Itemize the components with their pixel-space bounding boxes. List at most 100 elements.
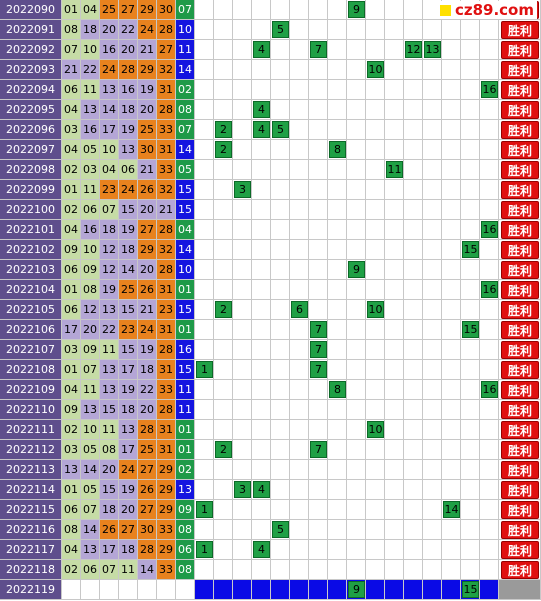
trend-cell [290,340,309,360]
red-ball: 24 [100,60,119,80]
trend-cell [347,40,366,60]
result-label: 胜利 [501,61,539,79]
trend-cell [328,60,347,80]
red-ball: 06 [62,500,81,520]
red-ball: 14 [81,460,100,480]
trend-cell [423,200,442,220]
trend-cell [271,260,290,280]
trend-cell [233,340,252,360]
trend-cell [480,460,499,480]
period: 2022102 [0,240,62,260]
trend-cell [328,400,347,420]
result-label: 胜利 [501,321,539,339]
red-ball: 03 [62,440,81,460]
result-label: 胜利 [501,481,539,499]
trend-cell [461,220,480,240]
trend-cell [442,480,461,500]
trend-cell [214,400,233,420]
trend-cell [442,100,461,120]
trend-cell [366,500,385,520]
blue-ball: 11 [176,380,195,400]
trend-cell [233,500,252,520]
trend-cell [366,180,385,200]
red-ball: 05 [81,480,100,500]
red-ball: 20 [138,400,157,420]
trend-cell [233,80,252,100]
trend-cell [480,520,499,540]
red-ball: 19 [138,340,157,360]
trend-cell [290,420,309,440]
trend-cell [309,520,328,540]
trend-cell [385,140,404,160]
trend-cell [271,420,290,440]
trend-cell [328,320,347,340]
trend-cell [347,480,366,500]
red-ball: 06 [119,160,138,180]
blue-ball: 10 [176,20,195,40]
red-ball: 04 [81,0,100,20]
trend-cell [423,80,442,100]
trend-cell [461,120,480,140]
trend-cell [252,400,271,420]
red-ball: 04 [62,140,81,160]
trend-cell [328,560,347,580]
red-ball: 22 [81,60,100,80]
trend-marker: 16 [481,381,498,398]
trend-marker: 8 [329,141,346,158]
trend-cell [423,160,442,180]
red-ball: 20 [100,460,119,480]
trend-cell [271,380,290,400]
trend-cell [442,240,461,260]
trend-cell [309,260,328,280]
red-ball: 25 [119,280,138,300]
trend-cell [195,520,214,540]
trend-cell [347,440,366,460]
red-ball: 11 [81,380,100,400]
trend-cell [233,140,252,160]
trend-cell [461,80,480,100]
red-ball: 13 [81,100,100,120]
trend-cell [309,400,328,420]
trend-cell [271,0,290,20]
trend-cell [252,560,271,580]
trend-marker: 5 [272,521,289,538]
trend-cell [195,80,214,100]
period: 2022114 [0,480,62,500]
trend-cell [233,60,252,80]
trend-cell [271,240,290,260]
red-ball: 19 [119,120,138,140]
period: 2022105 [0,300,62,320]
blue-ball: 15 [176,200,195,220]
trend-cell [347,500,366,520]
blue-ball: 02 [176,80,195,100]
trend-marker: 14 [443,501,460,518]
trend-cell [423,220,442,240]
trend-cell [347,380,366,400]
trend-cell [366,160,385,180]
red-ball: 05 [81,140,100,160]
trend-cell [423,320,442,340]
trend-cell [328,520,347,540]
blue-ball: 16 [176,340,195,360]
trend-cell [385,120,404,140]
trend-cell [214,0,233,20]
red-ball: 33 [157,560,176,580]
trend-cell [423,560,442,580]
trend-cell [214,20,233,40]
trend-cell [480,580,499,600]
trend-cell [442,540,461,560]
red-ball: 27 [138,500,157,520]
trend-cell [461,520,480,540]
trend-cell [423,280,442,300]
trend-cell [271,360,290,380]
trend-cell [442,200,461,220]
blue-ball: 15 [176,180,195,200]
red-ball: 31 [157,420,176,440]
trend-cell [423,520,442,540]
red-ball: 25 [100,0,119,20]
trend-cell [366,20,385,40]
red-ball: 15 [119,300,138,320]
trend-cell [461,40,480,60]
trend-cell [366,0,385,20]
trend-cell [480,240,499,260]
